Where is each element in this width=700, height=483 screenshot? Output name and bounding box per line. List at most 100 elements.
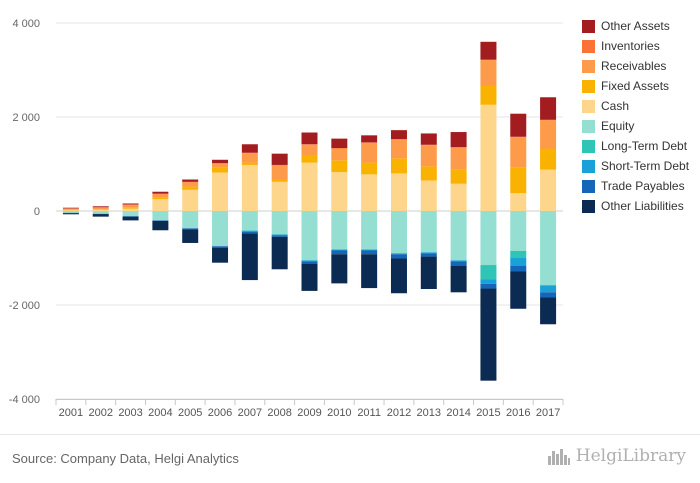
bar-segment[interactable] [390, 173, 407, 211]
bar-segment[interactable] [540, 120, 557, 149]
bar-segment[interactable] [152, 194, 169, 198]
bar-segment[interactable] [450, 169, 467, 184]
bar-segment[interactable] [92, 214, 109, 217]
bar-segment[interactable] [241, 211, 258, 231]
bar-segment[interactable] [182, 228, 199, 230]
bar-segment[interactable] [510, 258, 527, 266]
bar-segment[interactable] [510, 137, 527, 168]
brand-logo[interactable]: HelgiLibrary [547, 446, 686, 466]
bar-segment[interactable] [540, 292, 557, 298]
bar-segment[interactable] [540, 169, 557, 211]
bar-segment[interactable] [301, 211, 318, 261]
bar-segment[interactable] [480, 288, 497, 381]
bar-segment[interactable] [390, 254, 407, 259]
bar-segment[interactable] [420, 252, 437, 254]
bar-segment[interactable] [62, 207, 79, 209]
bar-segment[interactable] [390, 258, 407, 294]
bar-segment[interactable] [361, 250, 378, 255]
bar-segment[interactable] [510, 193, 527, 211]
bar-segment[interactable] [241, 162, 258, 165]
bar-segment[interactable] [480, 265, 497, 280]
bar-segment[interactable] [450, 132, 467, 148]
bar-segment[interactable] [480, 211, 497, 266]
legend-item[interactable]: Other Liabilities [582, 196, 689, 216]
bar-segment[interactable] [271, 153, 288, 165]
bar-segment[interactable] [510, 167, 527, 194]
bar-segment[interactable] [420, 256, 437, 290]
bar-segment[interactable] [420, 253, 437, 257]
bar-segment[interactable] [480, 41, 497, 60]
legend-item[interactable]: Short-Term Debt [582, 156, 689, 176]
bar-segment[interactable] [62, 213, 79, 215]
bar-segment[interactable] [361, 135, 378, 143]
bar-segment[interactable] [271, 165, 288, 180]
bar-segment[interactable] [122, 203, 139, 205]
bar-segment[interactable] [331, 138, 348, 149]
bar-segment[interactable] [450, 261, 467, 266]
legend-item[interactable]: Equity [582, 116, 689, 136]
legend-item[interactable]: Cash [582, 96, 689, 116]
legend-item[interactable]: Other Assets [582, 16, 689, 36]
legend-item[interactable]: Trade Payables [582, 176, 689, 196]
bar-segment[interactable] [450, 260, 467, 262]
bar-segment[interactable] [212, 172, 229, 211]
bar-segment[interactable] [271, 235, 288, 237]
bar-segment[interactable] [271, 181, 288, 211]
bar-segment[interactable] [92, 209, 109, 211]
bar-segment[interactable] [390, 139, 407, 159]
bar-segment[interactable] [241, 233, 258, 281]
bar-segment[interactable] [480, 85, 497, 105]
bar-segment[interactable] [361, 254, 378, 289]
bar-segment[interactable] [420, 211, 437, 253]
bar-segment[interactable] [301, 261, 318, 264]
bar-segment[interactable] [361, 211, 378, 250]
bar-segment[interactable] [271, 234, 288, 236]
bar-segment[interactable] [540, 97, 557, 120]
bar-segment[interactable] [92, 209, 109, 210]
bar-segment[interactable] [301, 155, 318, 163]
bar-segment[interactable] [122, 208, 139, 211]
bar-segment[interactable] [301, 132, 318, 145]
bar-segment[interactable] [331, 254, 348, 284]
bar-segment[interactable] [241, 164, 258, 211]
bar-segment[interactable] [390, 158, 407, 174]
bar-segment[interactable] [62, 211, 79, 213]
bar-segment[interactable] [510, 271, 527, 309]
bar-segment[interactable] [92, 207, 109, 210]
bar-segment[interactable] [212, 246, 229, 248]
bar-segment[interactable] [62, 210, 79, 211]
bar-segment[interactable] [212, 167, 229, 173]
bar-segment[interactable] [480, 104, 497, 211]
bar-segment[interactable] [301, 263, 318, 291]
bar-segment[interactable] [241, 231, 258, 234]
bar-segment[interactable] [122, 207, 139, 209]
bar-segment[interactable] [212, 163, 229, 168]
bar-segment[interactable] [301, 260, 318, 262]
bar-segment[interactable] [152, 211, 169, 221]
bar-segment[interactable] [241, 153, 258, 163]
bar-segment[interactable] [420, 180, 437, 211]
bar-segment[interactable] [450, 211, 467, 261]
bar-segment[interactable] [361, 174, 378, 211]
bar-segment[interactable] [331, 249, 348, 251]
bar-segment[interactable] [450, 147, 467, 170]
bar-segment[interactable] [152, 191, 169, 194]
bar-segment[interactable] [510, 250, 527, 258]
bar-segment[interactable] [301, 144, 318, 156]
bar-segment[interactable] [390, 130, 407, 140]
bar-segment[interactable] [92, 206, 109, 208]
bar-segment[interactable] [331, 211, 348, 250]
bar-segment[interactable] [420, 145, 437, 167]
bar-segment[interactable] [241, 230, 258, 232]
bar-segment[interactable] [271, 211, 288, 235]
bar-segment[interactable] [182, 186, 199, 190]
bar-segment[interactable] [152, 220, 169, 231]
bar-segment[interactable] [182, 229, 199, 243]
bar-segment[interactable] [271, 236, 288, 270]
bar-segment[interactable] [540, 297, 557, 325]
bar-segment[interactable] [122, 216, 139, 221]
legend-item[interactable]: Receivables [582, 56, 689, 76]
bar-segment[interactable] [361, 142, 378, 163]
bar-segment[interactable] [480, 279, 497, 284]
bar-segment[interactable] [182, 211, 199, 229]
